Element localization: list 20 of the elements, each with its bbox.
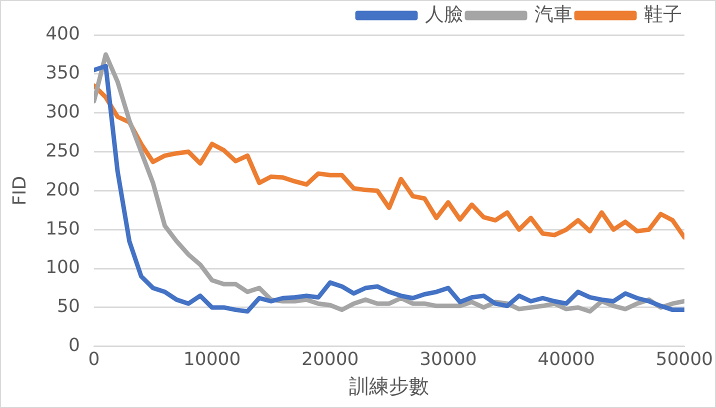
y-axis-title: FID	[9, 176, 30, 206]
x-tick-label: 50000	[656, 348, 713, 370]
x-tick-label: 0	[88, 348, 100, 370]
x-tick-label: 20000	[301, 348, 359, 370]
legend-label: 汽車	[534, 3, 572, 26]
y-tick-label: 50	[57, 296, 80, 318]
y-tick-label: 100	[46, 257, 80, 278]
y-tick-label: 200	[46, 179, 80, 200]
y-tick-label: 300	[46, 102, 80, 123]
y-tick-label: 0	[68, 335, 80, 356]
y-tick-label: 150	[46, 218, 80, 240]
y-tick-label: 250	[46, 140, 80, 162]
x-axis-title: 訓練步數	[349, 374, 430, 398]
legend-label: 鞋子	[644, 3, 682, 26]
y-tick-label: 350	[46, 62, 80, 84]
x-tick-label: 10000	[183, 348, 241, 370]
legend-label: 人臉	[425, 3, 463, 26]
y-tick-label: 400	[46, 24, 80, 45]
x-tick-label: 40000	[538, 348, 595, 370]
x-tick-label: 30000	[420, 348, 477, 370]
